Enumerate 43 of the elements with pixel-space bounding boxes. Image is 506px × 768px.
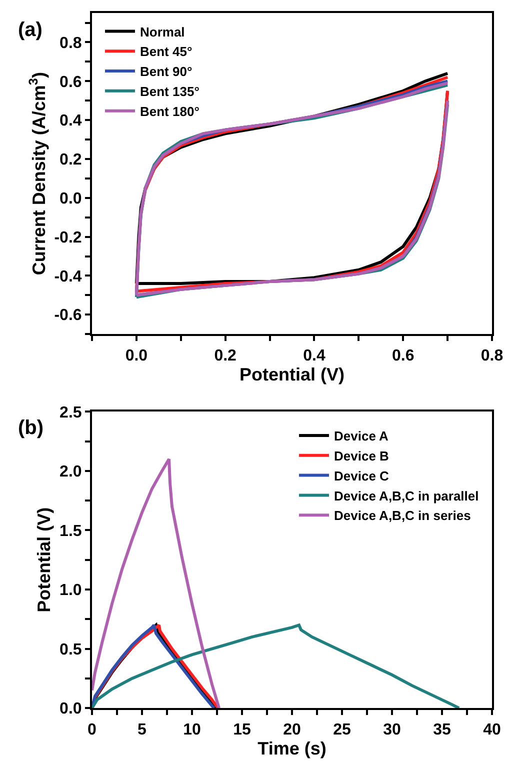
y-tick-label: 0.0	[60, 190, 82, 208]
x-axis-title: Potential (V)	[239, 364, 345, 384]
x-tick-label: 30	[383, 721, 401, 738]
x-tick-label: 0.8	[480, 347, 504, 364]
y-axis-title: Potential (V)	[34, 507, 54, 612]
y-tick-label: 0.2	[60, 152, 82, 169]
legend-label: Device B	[334, 448, 389, 464]
x-tick-label: 40	[483, 721, 501, 738]
x-tick-label: 0.4	[303, 347, 326, 364]
x-tick-label: 25	[333, 721, 351, 738]
y-tick-label: 0.5	[60, 641, 82, 658]
legend-label: Bent 135°	[140, 84, 200, 99]
x-tick-label: 10	[183, 721, 201, 738]
x-tick-label: 0	[88, 721, 97, 738]
x-tick-label: 15	[233, 721, 251, 738]
y-tick-label: 0.8	[60, 34, 82, 52]
chart-title: (b)	[18, 417, 44, 439]
x-tick-label: 0.2	[214, 347, 237, 364]
y-tick-label: -0.4	[54, 268, 82, 286]
legend-label: Bent 180°	[140, 104, 200, 119]
x-tick-label: 35	[433, 721, 451, 738]
y-tick-label: -0.6	[54, 307, 82, 324]
legend-label: Device A	[334, 428, 390, 444]
legend-label: Device A,B,C in series	[334, 508, 471, 524]
y-tick-label: 1.5	[60, 522, 82, 540]
y-tick-label: 0.4	[60, 112, 82, 130]
y-tick-label: 2.0	[60, 464, 82, 481]
y-tick-label: 0.6	[60, 74, 82, 91]
y-tick-label: 0.0	[60, 700, 82, 718]
x-tick-label: 20	[283, 721, 301, 738]
y-tick-label: 1.0	[60, 582, 82, 600]
chart-title: (a)	[18, 19, 42, 41]
legend-label: Bent 45°	[140, 44, 192, 60]
legend-label: Bent 90°	[140, 64, 192, 80]
legend-label: Device C	[334, 468, 390, 484]
x-axis-title: Time (s)	[258, 738, 326, 758]
legend-label: Device A,B,C in parallel	[334, 488, 479, 504]
x-tick-label: 5	[138, 721, 147, 738]
x-tick-label: 0.0	[125, 347, 148, 364]
y-tick-label: -0.2	[54, 229, 82, 246]
x-tick-label: 0.6	[392, 347, 414, 364]
y-tick-label: 2.5	[60, 404, 82, 422]
legend-label: Normal	[140, 24, 185, 40]
